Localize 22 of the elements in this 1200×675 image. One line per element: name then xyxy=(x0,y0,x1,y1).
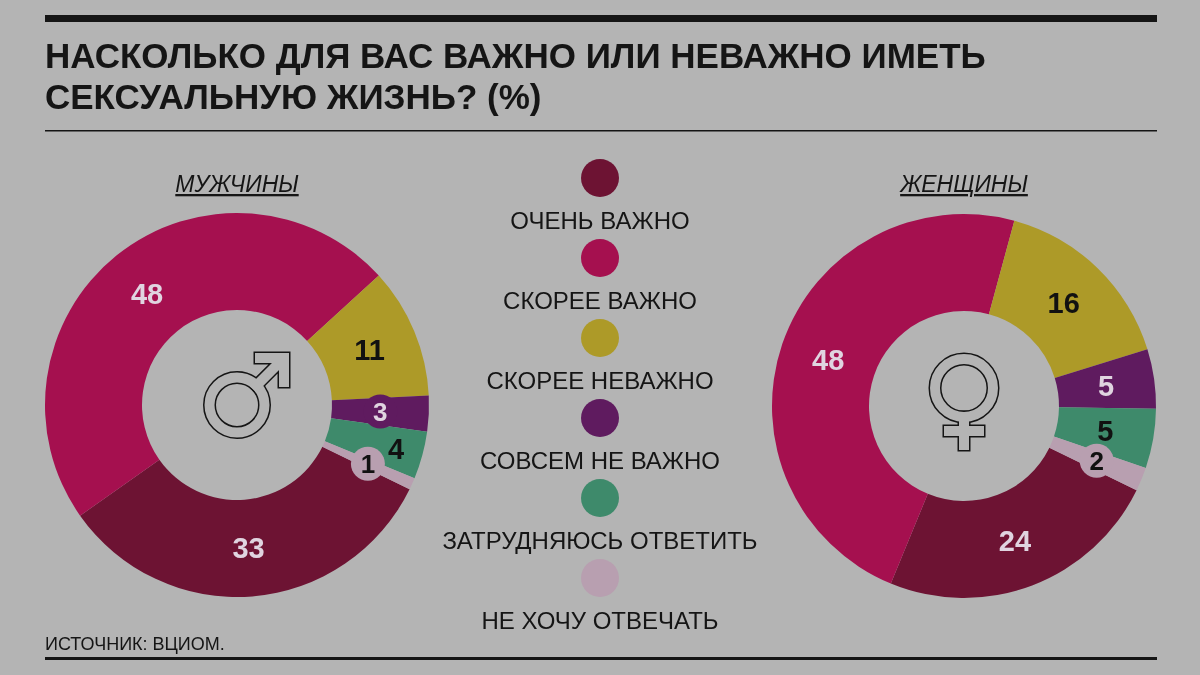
text: ИСТОЧНИК: ВЦИОМ. xyxy=(45,634,225,654)
legend-label: НЕ ХОЧУ ОТВЕЧАТЬ xyxy=(481,607,719,634)
data-label: 33 xyxy=(232,532,265,565)
chart-title: НАСКОЛЬКО ДЛЯ ВАС ВАЖНО ИЛИ НЕВАЖНО ИМЕТЬ СЕКСУАЛЬНУЮ ЖИЗНЬ? (%) xyxy=(45,36,986,116)
data-label: 2 xyxy=(1089,446,1104,477)
data-label: 48 xyxy=(812,344,845,377)
legend-label: СКОРЕЕ НЕВАЖНО xyxy=(486,367,714,394)
data-label: 24 xyxy=(998,524,1032,557)
data-label: 4 xyxy=(388,432,405,465)
data-label: 5 xyxy=(1097,369,1115,402)
data-label: 48 xyxy=(130,277,164,310)
legend-label: СКОРЕЕ ВАЖНО xyxy=(503,287,697,314)
data-label: 11 xyxy=(354,334,385,367)
data-label: 1 xyxy=(360,449,376,480)
legend-label: ОЧЕНЬ ВАЖНО xyxy=(510,207,690,234)
slice-label: ЖЕНЩИНЫ xyxy=(899,171,1029,197)
data-label: 3 xyxy=(373,396,388,427)
slice-label: МУЖЧИНЫ xyxy=(175,171,300,197)
legend-label: ЗАТРУДНЯЮСЬ ОТВЕТИТЬ xyxy=(442,527,758,554)
data-label: 16 xyxy=(1047,287,1080,320)
data-label: 5 xyxy=(1097,414,1114,447)
legend-label: СОВСЕМ НЕ ВАЖНО xyxy=(479,447,721,474)
